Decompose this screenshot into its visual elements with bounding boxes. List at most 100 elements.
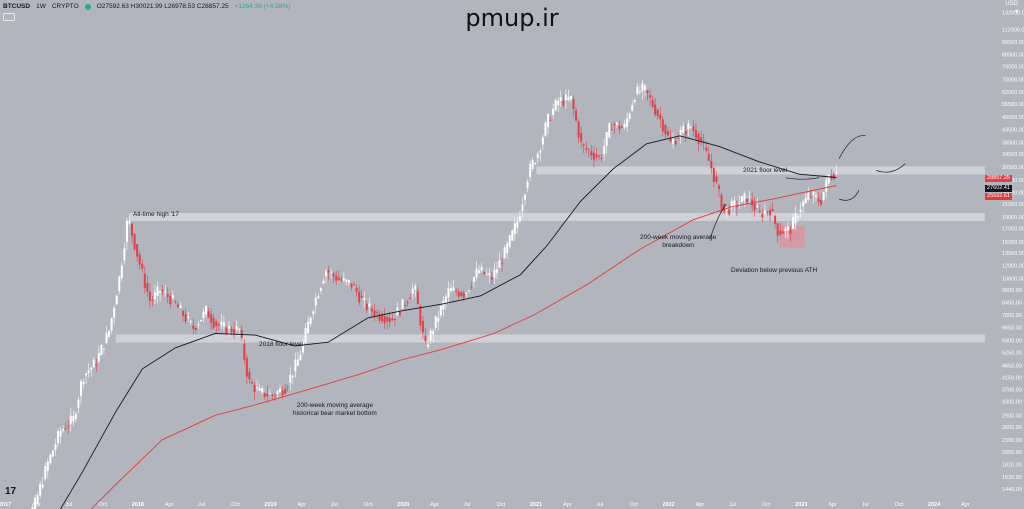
time-tick-label: 2020 (397, 502, 409, 508)
floor_2018_zone (115, 334, 985, 343)
candle-body (460, 292, 463, 297)
candle-body (125, 220, 128, 243)
candle-body (146, 282, 149, 292)
candle-body (340, 279, 343, 281)
time-tick-label: Jul (729, 502, 736, 508)
candle-body (516, 221, 519, 228)
candle-body (110, 318, 113, 331)
candle-body (687, 123, 690, 130)
candle-body (381, 315, 384, 322)
candle-body (549, 119, 552, 121)
candle-body (467, 290, 470, 292)
candle-body (684, 130, 687, 135)
time-tick-label: 2022 (663, 502, 675, 508)
candle-body (664, 125, 667, 135)
candle-body (335, 275, 338, 281)
candle-body (649, 95, 652, 98)
candle-body (136, 244, 139, 257)
candle-body (62, 428, 65, 431)
hand-drawn-arrow (785, 177, 820, 180)
price-tick-label: 5250.00 (1002, 351, 1022, 357)
annotation-deviation: Deviation below previous ATH (731, 267, 818, 274)
candle-body (302, 341, 305, 353)
candle-body (197, 324, 200, 326)
candle-body (393, 318, 396, 321)
candle-body (748, 196, 751, 198)
candle-body (669, 137, 672, 142)
candle-body (541, 137, 544, 145)
candle-body (332, 273, 335, 277)
candle-body (143, 273, 146, 288)
price-tick-label: 7500.00 (1002, 313, 1022, 319)
candle-body (615, 122, 618, 125)
candle-body (432, 331, 435, 335)
candle-body (228, 326, 231, 329)
candle-body (552, 109, 555, 115)
candle-body (100, 344, 103, 356)
deviation-box-layer (779, 225, 805, 248)
candle-body (582, 144, 585, 146)
candle-body (534, 163, 537, 164)
candle-body (258, 388, 261, 391)
time-axis: 2017 Apr Jul Oct 2018 Apr Jul Oct 2019 Apr Jul Oct 2… (0, 502, 970, 508)
ma-black-line (59, 135, 837, 509)
candle-body (621, 126, 624, 128)
price-tick-label: 112000.00 (1002, 28, 1024, 34)
candle-body (92, 359, 95, 368)
annotation-ma-breakdown: 200-week moving average breakdown (640, 234, 717, 249)
candle-body (526, 181, 529, 189)
candle-body (746, 198, 749, 203)
time-tick-label: Oct (231, 502, 240, 508)
collapse-legend-button[interactable] (3, 13, 15, 21)
candle-body (169, 296, 172, 305)
floor_2021_zone (536, 166, 985, 175)
candle-body (212, 317, 215, 328)
candle-body (279, 388, 282, 393)
candle-body (598, 156, 601, 157)
price-tick-label: 1620.00 (1002, 475, 1022, 481)
candle-body (779, 230, 782, 235)
candle-body (641, 83, 644, 92)
candle-body (82, 381, 85, 385)
hand-drawn-arrow (876, 163, 906, 173)
candle-body (766, 211, 769, 213)
time-tick-label: Apr (563, 502, 572, 508)
candle-body (554, 99, 557, 111)
interval-label[interactable]: 1W (36, 3, 46, 10)
price-tick-label: 88500.00 (1002, 53, 1024, 59)
candle-body (355, 287, 358, 292)
candle-body (179, 305, 182, 308)
symbol-name[interactable]: BTCUSD (3, 3, 31, 10)
candle-body (794, 213, 797, 224)
price-tick-label: 24000.00 (1002, 190, 1024, 196)
price-tick-label: 2300.00 (1002, 438, 1022, 444)
price-tick-label: 43500.00 (1002, 128, 1024, 134)
tradingview-logo[interactable]: 17 (5, 486, 17, 497)
candle-body (544, 122, 547, 136)
price-tick-label: 2050.00 (1002, 450, 1022, 456)
candle-body (238, 329, 241, 330)
candle-body (457, 291, 460, 297)
annotation-ath-2017: All-time high '17 (133, 211, 180, 218)
candle-body (44, 466, 47, 480)
candle-body (156, 286, 159, 297)
candle-body (220, 321, 223, 326)
candle-body (376, 312, 379, 313)
candle-body (452, 287, 455, 291)
currency-selector[interactable]: USD ▾ (1005, 0, 1018, 16)
time-tick-label: Jul (331, 502, 338, 508)
candle-body (90, 367, 93, 370)
candle-body (256, 387, 259, 388)
candle-body (490, 277, 493, 280)
candle-body (243, 343, 246, 360)
candle-body (501, 263, 504, 264)
candle-body (187, 316, 190, 319)
candle-body (677, 138, 680, 139)
deviation-box (779, 225, 805, 248)
candle-body (148, 291, 151, 301)
candle-body (253, 384, 256, 393)
annotation-floor-2021: 2021 floor level (743, 167, 788, 174)
candle-body (529, 164, 532, 177)
candle-body (123, 248, 126, 261)
